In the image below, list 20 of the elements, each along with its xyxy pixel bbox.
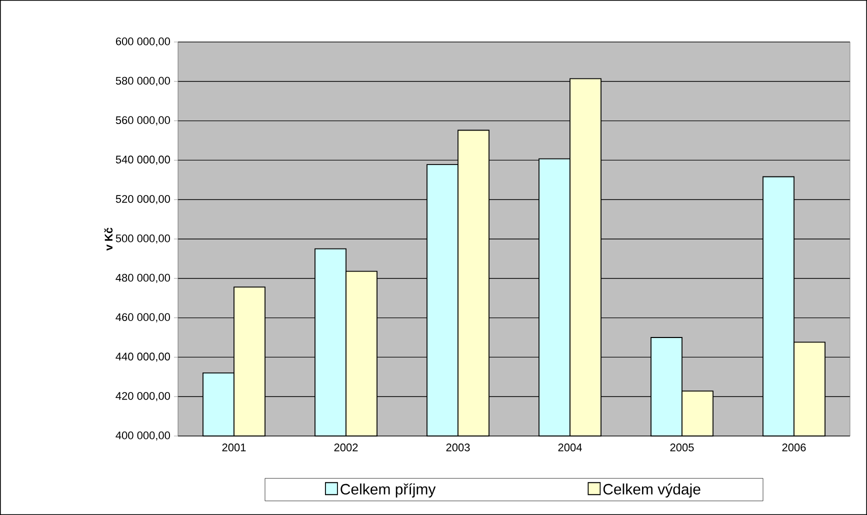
x-tick-label: 2004 (558, 444, 582, 452)
y-tick-label: 400 000,00 (116, 431, 170, 441)
y-tick-label: 580 000,00 (116, 76, 170, 86)
y-tick-label: 440 000,00 (116, 352, 170, 362)
y-tick-label: 540 000,00 (116, 156, 170, 165)
x-tick-label: 2005 (670, 444, 694, 452)
y-tick-label: 560 000,00 (116, 116, 170, 126)
y-tick-label: 600 000,00 (116, 37, 170, 47)
y-tick-label: 460 000,00 (116, 313, 170, 322)
y-tick-label: 480 000,00 (116, 274, 170, 283)
y-tick-label: 500 000,00 (116, 234, 170, 244)
y-tick-label: 520 000,00 (116, 195, 170, 204)
legend-label: Celkem příjmy (340, 483, 436, 498)
y-axis-title: v Kč (104, 228, 113, 251)
x-tick-label: 2006 (782, 444, 806, 452)
x-tick-label: 2003 (446, 444, 470, 452)
x-tick-label: 2001 (222, 444, 246, 452)
y-tick-label: 420 000,00 (116, 392, 170, 402)
x-tick-label: 2002 (334, 444, 358, 452)
legend-label: Celkem výdaje (603, 483, 700, 498)
